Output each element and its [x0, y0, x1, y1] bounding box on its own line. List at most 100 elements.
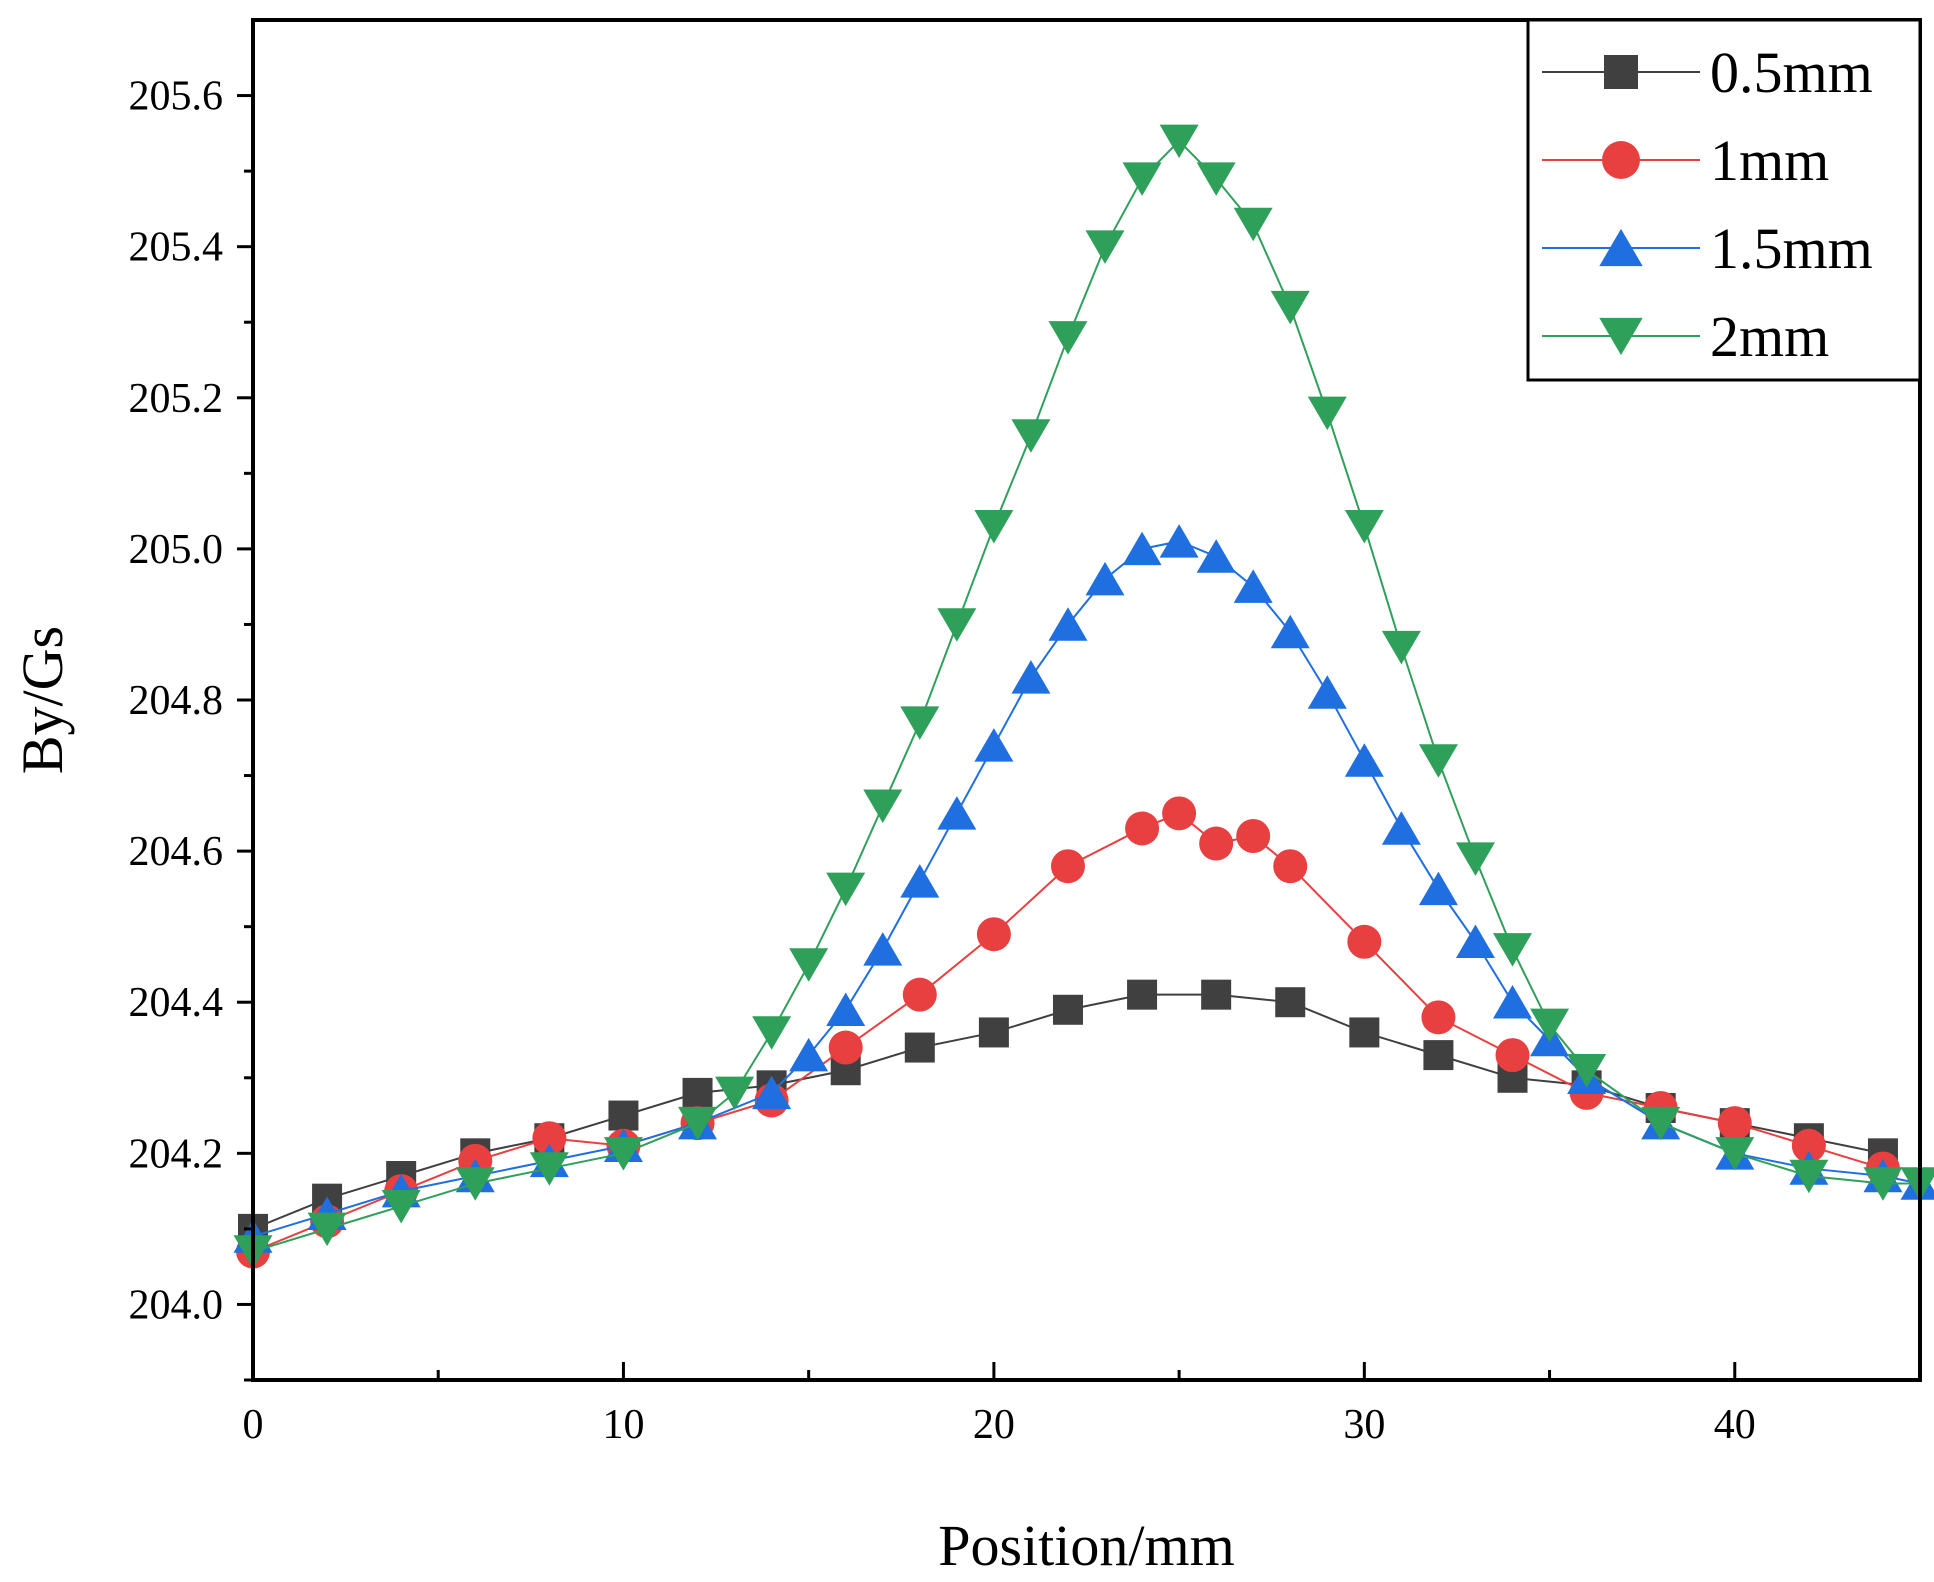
data-point [1085, 230, 1125, 264]
data-point [1085, 561, 1125, 596]
data-point [1011, 419, 1051, 453]
data-point [1381, 811, 1421, 845]
data-point [1423, 1040, 1454, 1071]
data-point [1050, 849, 1085, 884]
data-point [1199, 826, 1234, 861]
data-point [1863, 1167, 1903, 1201]
x-axis-title: Position/mm [938, 1513, 1235, 1578]
data-point [789, 1037, 829, 1072]
data-point [752, 1016, 792, 1050]
data-point [682, 1077, 713, 1108]
y-tick-label: 204.0 [129, 1282, 224, 1328]
data-point [1307, 675, 1347, 709]
data-point [1344, 509, 1384, 544]
axis-ticks: 0 10 20 30 40 204.0 204.2 204.4 204.6 204.8 205.0 2… [129, 74, 1756, 1448]
data-point [904, 1032, 935, 1063]
legend-box [1526, 18, 1922, 382]
data-point [1048, 321, 1088, 355]
data-point [1307, 396, 1347, 431]
legend-marker [1599, 228, 1643, 267]
y-tick-label: 204.8 [129, 678, 224, 724]
data-point [1011, 660, 1051, 694]
legend-label: 1.5mm [1710, 216, 1873, 281]
data-point [826, 992, 866, 1027]
data-point [532, 1121, 567, 1156]
x-tick-label: 30 [1343, 1402, 1385, 1448]
legend-label: 1mm [1710, 128, 1829, 193]
y-tick-label: 205.2 [129, 376, 224, 422]
data-point [1715, 1137, 1755, 1171]
data-point [1418, 744, 1458, 778]
data-point [1052, 994, 1083, 1025]
legend: 0.5mm 1mm 1.5mm 2mm [1526, 18, 1922, 382]
data-point [937, 796, 977, 830]
data-point [1273, 849, 1308, 884]
data-point [1159, 524, 1199, 558]
legend-marker [1599, 317, 1643, 356]
data-point [1641, 1106, 1681, 1141]
data-point [826, 872, 866, 907]
data-point [603, 1137, 643, 1171]
data-point [1347, 924, 1382, 959]
data-point [902, 977, 937, 1012]
data-point [1418, 871, 1458, 906]
data-point [863, 932, 903, 966]
x-tick-label: 10 [602, 1402, 644, 1448]
y-tick-label: 204.2 [129, 1131, 224, 1177]
data-point [1493, 984, 1533, 1019]
data-point [1196, 539, 1236, 573]
data-point [1270, 290, 1310, 325]
data-point [863, 789, 903, 824]
data-point [1270, 614, 1310, 649]
data-point [1344, 743, 1384, 777]
data-point [381, 1189, 421, 1224]
data-point [1127, 979, 1158, 1010]
y-tick-label: 204.6 [129, 829, 224, 875]
y-tick-label: 204.4 [129, 980, 224, 1026]
data-point [678, 1106, 718, 1141]
data-point [1530, 1008, 1570, 1043]
data-point [1455, 924, 1495, 959]
data-point [1791, 1128, 1826, 1163]
data-point [1236, 819, 1271, 853]
data-point [1233, 569, 1273, 603]
data-point [1275, 987, 1306, 1018]
data-point [1196, 162, 1236, 196]
x-tick-label: 20 [973, 1402, 1015, 1448]
data-point [1789, 1159, 1829, 1194]
series-line [252, 139, 1920, 1253]
y-tick-label: 205.6 [129, 74, 224, 120]
data-point [1122, 162, 1162, 196]
data-point [1162, 796, 1197, 831]
data-point [974, 728, 1014, 762]
data-point [828, 1030, 863, 1065]
data-point [752, 1075, 792, 1110]
data-point [900, 864, 940, 898]
data-point [1125, 811, 1160, 846]
x-tick-label: 0 [243, 1402, 264, 1448]
data-point [1122, 531, 1162, 566]
data-point [529, 1152, 569, 1186]
data-point [1349, 1017, 1380, 1048]
data-point [307, 1212, 347, 1247]
y-axis-title: By/Gs [10, 626, 75, 774]
legend-label: 2mm [1710, 304, 1829, 369]
data-point [1201, 979, 1232, 1010]
data-point [937, 608, 977, 642]
data-point [1495, 1038, 1530, 1073]
data-point [978, 1017, 1009, 1048]
data-point [1493, 933, 1533, 967]
data-point [1421, 1000, 1456, 1035]
data-point [1233, 207, 1273, 242]
data-point [1567, 1053, 1607, 1088]
data-point [715, 1076, 755, 1111]
legend-marker [1602, 141, 1640, 179]
data-point [900, 706, 940, 740]
data-point [1717, 1106, 1752, 1141]
data-point [1159, 124, 1199, 159]
y-tick-label: 205.0 [129, 527, 224, 573]
data-point [1900, 1167, 1934, 1201]
legend-marker [1604, 55, 1638, 89]
data-point [608, 1100, 639, 1131]
